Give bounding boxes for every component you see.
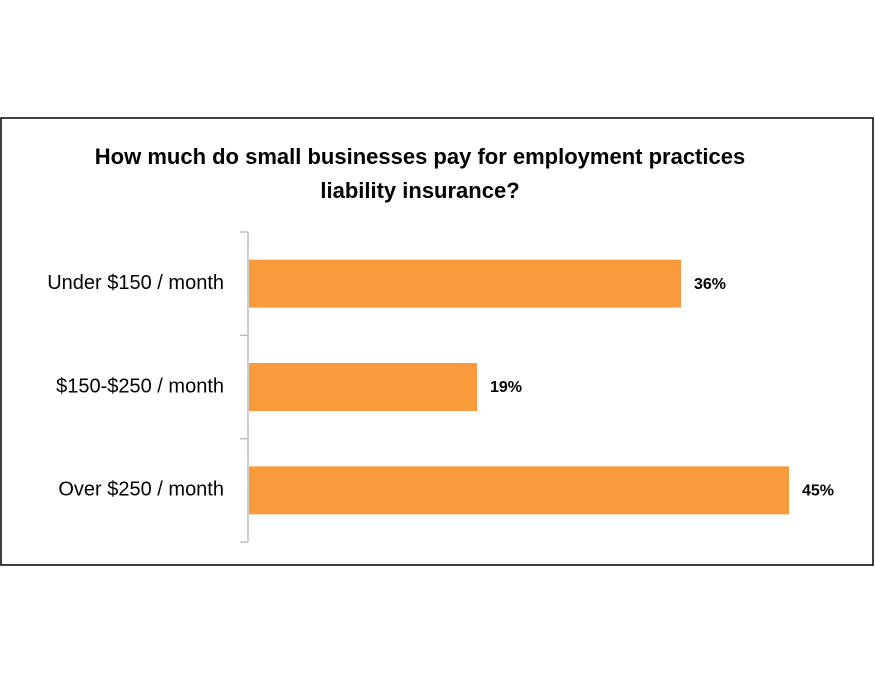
value-label: 36% [694,276,726,293]
bar [249,259,681,308]
category-label: $150-$250 / month [56,375,224,397]
value-label: 19% [490,379,522,396]
category-label: Under $150 / month [47,272,224,294]
value-label: 45% [802,483,834,500]
bar [249,466,789,515]
chart-title: How much do small businesses pay for emp… [94,144,746,203]
bar [249,363,477,411]
category-label: Over $250 / month [58,479,224,501]
